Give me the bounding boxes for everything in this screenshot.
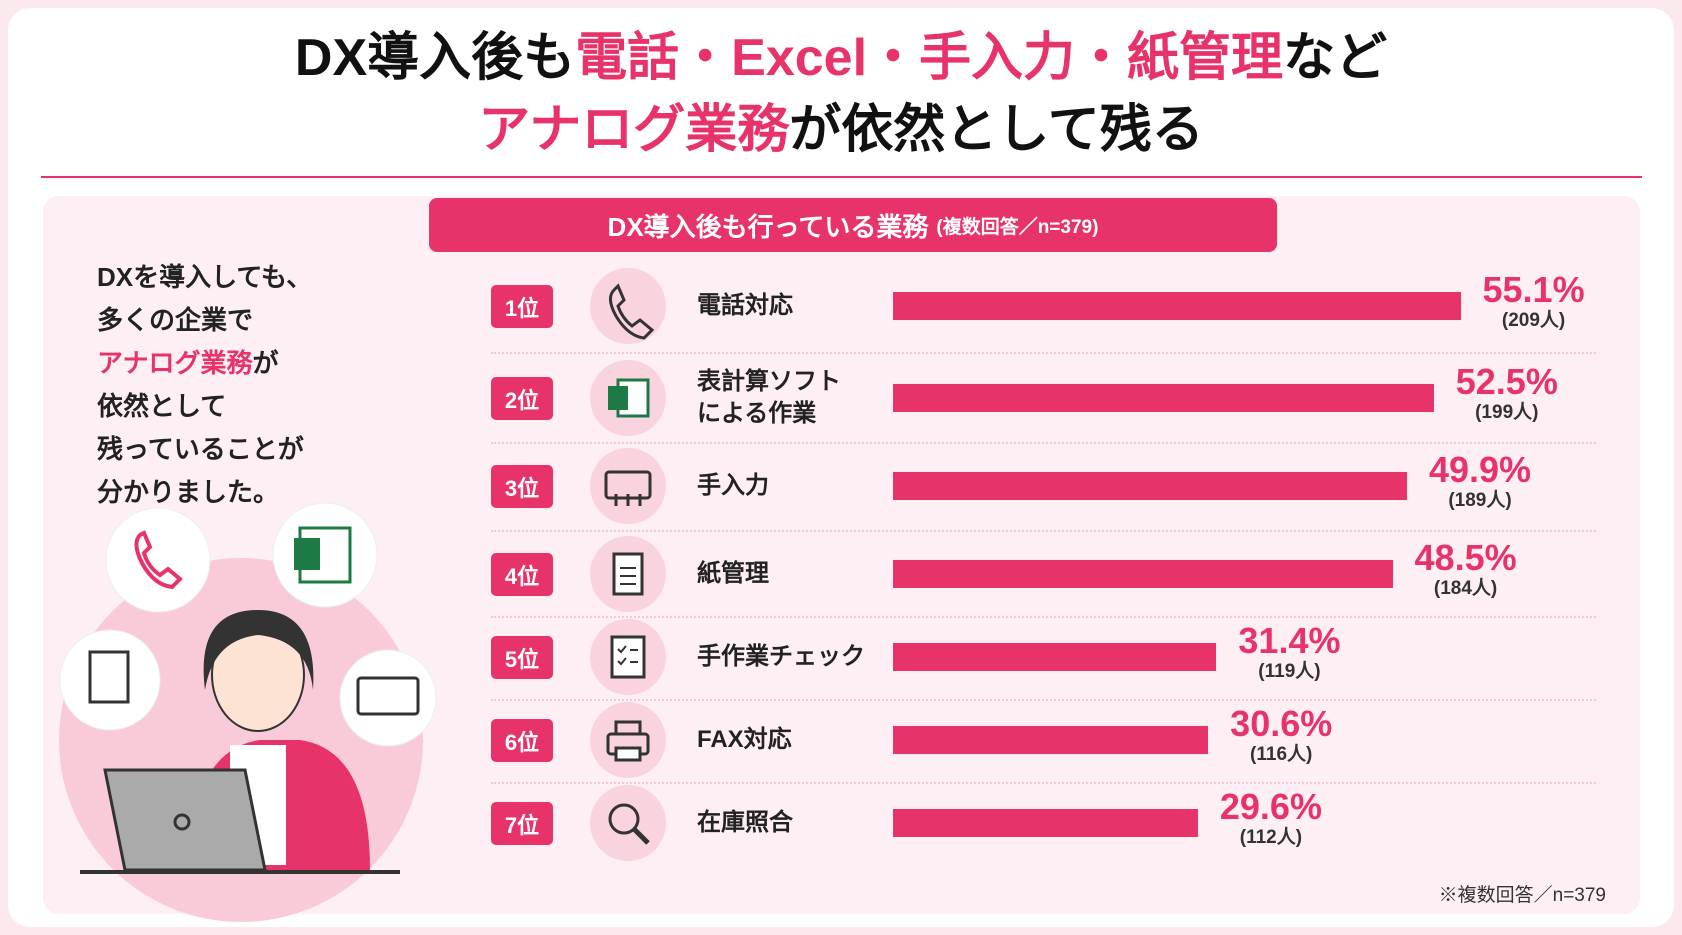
text-segment: が依然として残る — [789, 101, 1204, 159]
bar — [893, 292, 1461, 320]
row-icon — [590, 785, 666, 861]
value-label: 30.6% — [1230, 703, 1333, 744]
count-label: (116人) — [1250, 744, 1313, 765]
row-icon — [590, 268, 666, 344]
row-icon — [590, 702, 666, 778]
value-label: 31.4% — [1238, 620, 1341, 661]
text-segment: DXを導入しても、 — [97, 262, 313, 292]
text-segment: など — [1283, 29, 1388, 87]
category-label: 紙管理 — [697, 560, 769, 587]
rank-badge: 6位 — [491, 719, 553, 762]
chart-subtitle: (複数回答／n=379) — [936, 216, 1099, 238]
text-segment: が — [252, 348, 279, 378]
count-label: (184人) — [1433, 578, 1498, 599]
count-label: (209人) — [1501, 310, 1566, 331]
text-line: 依然として — [97, 385, 312, 428]
count-label: (119人) — [1258, 661, 1321, 682]
rank-badge: 2位 — [491, 377, 553, 420]
rank-badge: 7位 — [491, 802, 553, 845]
bar — [893, 472, 1407, 500]
row-divider — [491, 442, 1596, 444]
value-label-group: 49.9% (189人) — [1429, 450, 1531, 512]
value-label-group: 55.1% (209人) — [1483, 270, 1585, 332]
value-label: 52.5% — [1455, 361, 1558, 402]
chart-title: DX導入後も行っている業務 — [607, 211, 929, 242]
text-segment: 多くの企業で — [97, 305, 254, 335]
bar — [893, 643, 1217, 671]
category-label: 手入力 — [697, 472, 769, 499]
count-label: (189人) — [1448, 490, 1512, 511]
lead-text: DXを導入しても、 多くの企業で アナログ業務が 依然として 残っていることが 分かりまし… — [97, 256, 312, 514]
text-segment: アナログ業務 — [97, 348, 253, 378]
category-label: 表計算ソフト による作業 — [697, 368, 841, 427]
text-line: 残っていることが — [97, 428, 312, 471]
count-label: (199人) — [1475, 402, 1539, 423]
footnote: ※複数回答／n=379 — [1438, 885, 1606, 906]
row-icon — [590, 619, 666, 695]
value-label: 29.6% — [1219, 786, 1322, 827]
count-label: (112人) — [1239, 827, 1303, 848]
row-divider — [491, 615, 1596, 618]
row-icon — [590, 448, 666, 524]
rank-badge: 3位 — [491, 465, 553, 508]
row-divider — [491, 698, 1596, 701]
bar — [893, 726, 1209, 754]
text-segment: 依然として — [97, 391, 227, 421]
rank-badge: 4位 — [491, 553, 553, 596]
title: DX導入後も電話・Excel・手入力・紙管理など アナログ業務が依然として残る — [0, 22, 1682, 166]
category-label: FAX対応 — [697, 726, 792, 753]
rule — [41, 176, 1642, 178]
text-line: 分かりました。 — [97, 471, 312, 514]
text-segment: アナログ業務 — [478, 101, 790, 159]
text-line: アナログ業務が依然として残る — [0, 94, 1682, 166]
value-label-group: 52.5% (199人) — [1456, 362, 1558, 424]
row-divider — [491, 352, 1596, 354]
text-segment: 電話・Excel・手入力・紙管理 — [575, 29, 1284, 87]
rank-badge: 5位 — [491, 636, 553, 679]
value-label-group: 30.6% (116人) — [1230, 704, 1332, 766]
value-label-group: 48.5% (184人) — [1415, 538, 1517, 600]
value-label: 49.9% — [1428, 449, 1532, 490]
text-line: アナログ業務が — [97, 342, 312, 385]
bar — [893, 384, 1434, 412]
text-line: DXを導入しても、 — [97, 256, 312, 299]
value-label-group: 29.6% (112人) — [1220, 787, 1322, 849]
rank-badge: 1位 — [491, 285, 553, 328]
category-label: 手作業チェック — [697, 643, 865, 670]
text-segment: 残っていることが — [97, 434, 304, 464]
category-label: 電話対応 — [697, 292, 793, 319]
text-line: 多くの企業で — [97, 299, 312, 342]
row-icon — [590, 536, 666, 612]
row-icon — [590, 360, 666, 436]
value-label: 48.5% — [1414, 537, 1517, 578]
chart-header: DX導入後も行っている業務 (複数回答／n=379) — [429, 198, 1277, 252]
value-label: 55.1% — [1482, 269, 1585, 310]
text-segment: DX導入後も — [294, 29, 576, 87]
bar — [893, 809, 1198, 837]
row-divider — [491, 781, 1596, 784]
text-segment: 分かりました。 — [97, 477, 280, 507]
bar — [893, 560, 1393, 588]
value-label-group: 31.4% (119人) — [1238, 621, 1340, 683]
category-label: 在庫照合 — [697, 809, 793, 836]
text-line: DX導入後も電話・Excel・手入力・紙管理など — [0, 22, 1682, 94]
row-divider — [491, 530, 1596, 532]
